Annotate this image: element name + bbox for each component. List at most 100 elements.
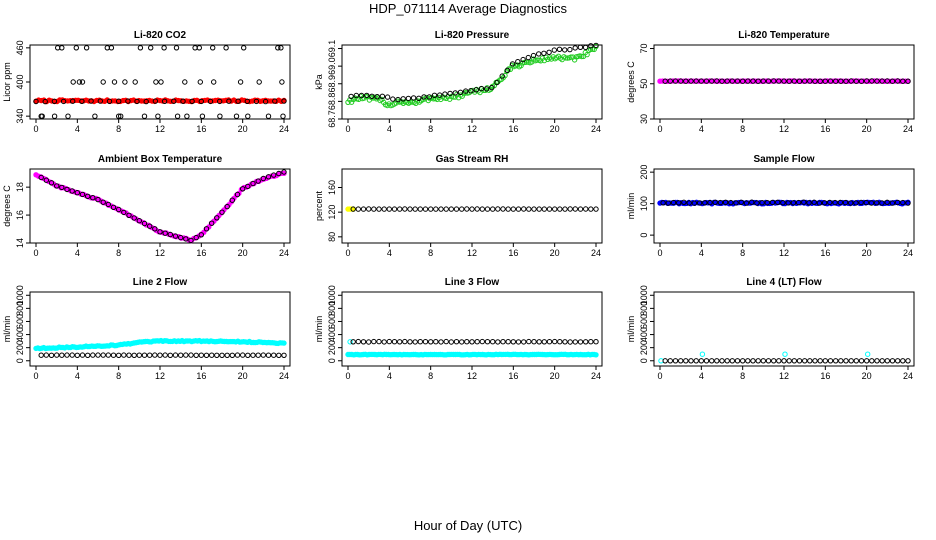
data-point (474, 206, 480, 212)
data-point (265, 174, 272, 180)
data-point (152, 352, 158, 358)
data-point (515, 339, 522, 345)
data-point (505, 206, 511, 212)
data-point (79, 352, 86, 358)
data-point (905, 78, 911, 84)
data-point (198, 98, 205, 105)
panel-3: Li-820 Temperature 0 4 8 12 16 20 24 30 50 70degre… (626, 30, 915, 134)
data-point (196, 45, 203, 51)
data-point (167, 231, 174, 238)
data-point (214, 215, 220, 221)
data-point (760, 358, 766, 364)
x-tick-label: 16 (508, 124, 518, 134)
data-point (428, 206, 434, 212)
x-tick-label: 4 (699, 124, 704, 134)
y-tick-label: 16 (15, 210, 25, 220)
data-point (791, 358, 797, 364)
data-point (85, 193, 91, 200)
series-raw (662, 78, 911, 84)
data-point (224, 352, 230, 358)
y-tick-label: 100 (639, 196, 649, 211)
data-point (172, 233, 179, 239)
data-point (245, 352, 251, 358)
data-point (157, 352, 163, 358)
data-point (173, 45, 180, 51)
x-tick-label: 24 (279, 248, 289, 258)
data-point (121, 209, 127, 216)
data-point (459, 206, 465, 212)
data-point (69, 352, 75, 358)
series-raw (348, 42, 599, 103)
y-tick-label: 70 (639, 44, 649, 54)
data-point (237, 79, 244, 85)
data-point (479, 338, 485, 345)
x-tick-label: 24 (903, 248, 913, 258)
y-tick-label: 1000 (327, 285, 337, 305)
data-point (879, 78, 885, 84)
data-point (551, 47, 557, 53)
data-point (438, 206, 444, 212)
data-point (534, 57, 540, 63)
x-tick-label: 20 (238, 248, 248, 258)
data-point (490, 206, 496, 212)
data-point (260, 352, 266, 358)
data-point (48, 180, 55, 186)
data-point (796, 78, 803, 84)
y-tick-label: 120 (327, 205, 337, 220)
data-point (38, 352, 44, 358)
data-point (360, 206, 367, 212)
data-point (111, 79, 118, 85)
data-point (137, 45, 144, 51)
data-point (672, 358, 679, 364)
data-point (100, 79, 106, 85)
y-tick-label: 600 (327, 314, 337, 329)
data-point (489, 84, 495, 91)
data-point (118, 113, 124, 119)
data-point (827, 78, 834, 84)
x-tick-label: 8 (116, 248, 121, 258)
data-point (577, 206, 584, 212)
data-point (233, 113, 240, 119)
data-point (193, 352, 199, 358)
x-tick-label: 4 (699, 248, 704, 258)
data-point (660, 200, 666, 206)
data-point (676, 200, 682, 206)
data-point (802, 78, 808, 84)
y-tick-label: 340 (15, 109, 25, 124)
series-raw (38, 169, 287, 244)
data-point (709, 78, 715, 84)
data-point (105, 352, 112, 358)
data-point (278, 45, 284, 51)
data-point (260, 175, 266, 182)
series-raw (662, 358, 911, 364)
series-avg (33, 170, 287, 244)
data-point (397, 206, 403, 212)
data-point (541, 206, 547, 212)
data-point (672, 78, 679, 84)
x-tick-label: 8 (740, 371, 745, 381)
data-point (738, 199, 744, 206)
data-point (714, 358, 720, 364)
data-point (443, 206, 449, 212)
data-point (223, 45, 229, 51)
data-point (158, 79, 164, 85)
data-point (541, 50, 547, 56)
data-point (781, 358, 787, 364)
data-point (728, 199, 734, 206)
y-tick-label: 30 (639, 114, 649, 124)
data-point (438, 339, 444, 345)
data-point (541, 339, 547, 345)
data-point (464, 339, 470, 345)
data-point (448, 206, 454, 212)
series-raw (350, 338, 599, 345)
data-point (811, 199, 817, 206)
data-point (733, 200, 739, 206)
data-point (132, 79, 138, 85)
data-point (593, 352, 599, 358)
data-point (281, 169, 287, 175)
data-point (588, 206, 594, 212)
y-tick-label: 68.8 (327, 93, 337, 111)
data-point (371, 338, 377, 345)
data-point (884, 78, 890, 84)
